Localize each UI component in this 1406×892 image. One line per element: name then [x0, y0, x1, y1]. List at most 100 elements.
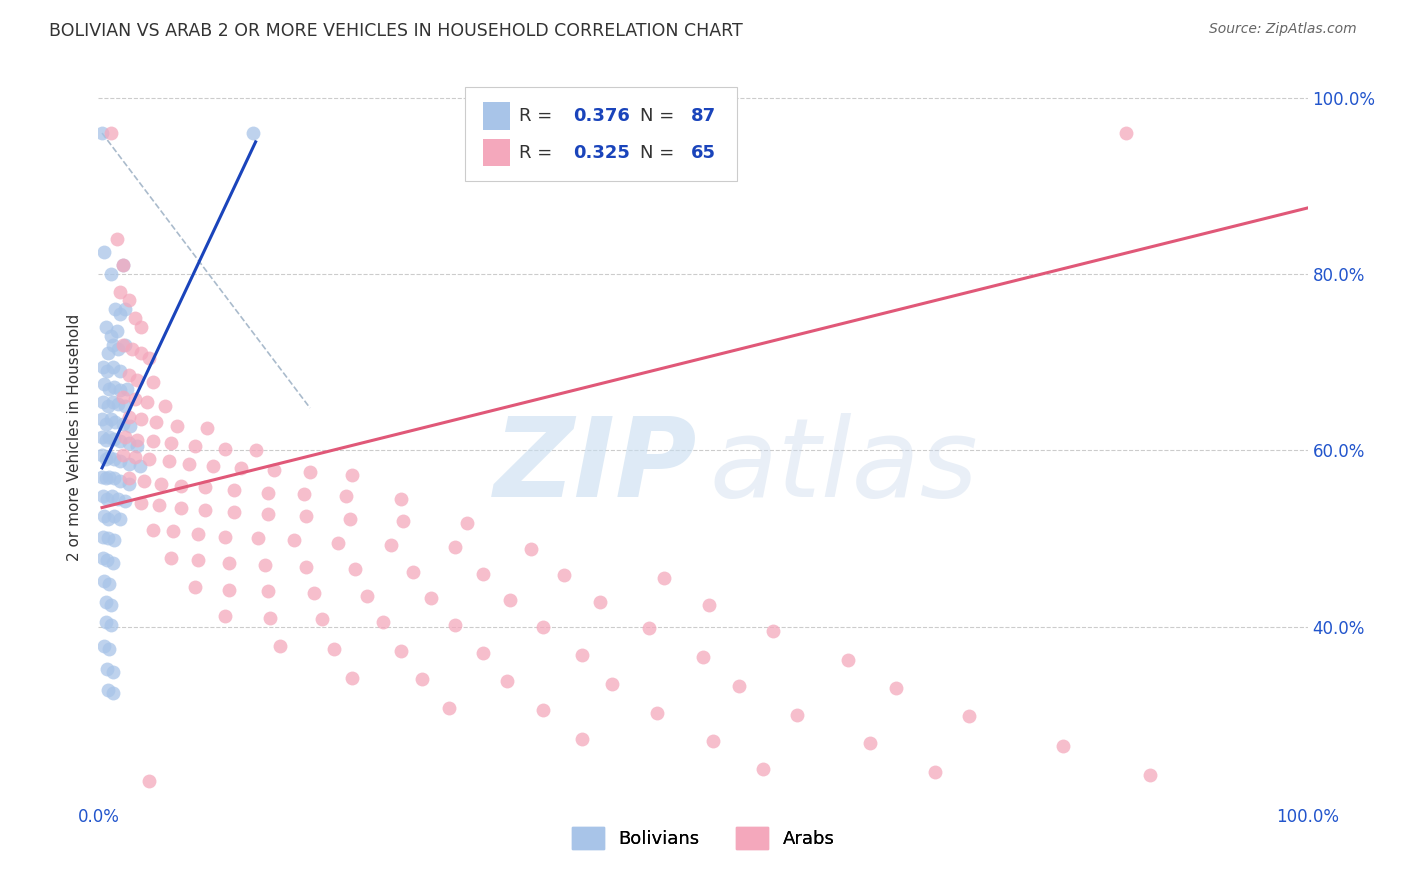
Point	[127, 439, 149, 453]
Point	[184, 439, 207, 453]
Point	[269, 639, 291, 653]
Point	[263, 463, 285, 477]
Point	[117, 382, 139, 396]
Point	[150, 476, 173, 491]
Point	[214, 530, 236, 544]
Point	[107, 491, 129, 506]
Point	[1052, 739, 1074, 753]
Text: Source: ZipAtlas.com: Source: ZipAtlas.com	[1209, 22, 1357, 37]
Point	[101, 359, 124, 374]
Text: N =: N =	[640, 107, 681, 125]
Point	[326, 536, 349, 550]
Point	[98, 450, 121, 465]
Point	[162, 524, 184, 539]
Point	[254, 558, 277, 572]
Bar	[482, 102, 509, 130]
Text: N =: N =	[640, 144, 681, 161]
Point	[118, 436, 141, 450]
Point	[342, 671, 364, 685]
Point	[295, 559, 318, 574]
Point	[187, 527, 209, 541]
Point	[496, 674, 519, 689]
Point	[100, 489, 122, 503]
Point	[148, 498, 170, 512]
Point	[127, 433, 149, 447]
Point	[202, 459, 225, 474]
Point	[98, 577, 121, 591]
Point	[111, 337, 134, 351]
Point	[242, 126, 264, 140]
Point	[637, 621, 659, 635]
Point	[339, 512, 361, 526]
Point	[127, 373, 149, 387]
Point	[97, 683, 120, 698]
Point	[145, 415, 167, 429]
Point	[752, 762, 775, 776]
Point	[111, 258, 134, 272]
Point	[108, 454, 131, 468]
Point	[214, 609, 236, 624]
Point	[97, 399, 120, 413]
Point	[114, 430, 136, 444]
Point	[531, 619, 554, 633]
Point	[169, 478, 191, 492]
Point	[160, 436, 183, 450]
Point	[194, 480, 217, 494]
Point	[108, 474, 131, 488]
Point	[129, 320, 152, 334]
Point	[104, 415, 127, 429]
Point	[859, 736, 882, 750]
Point	[471, 566, 494, 581]
Point	[91, 550, 114, 565]
Point	[98, 469, 121, 483]
Point	[142, 375, 165, 389]
Point	[103, 533, 125, 548]
Point	[108, 512, 131, 526]
Point	[107, 397, 129, 411]
Point	[645, 706, 668, 720]
Point	[97, 346, 120, 360]
Point	[114, 399, 136, 413]
Point	[589, 595, 612, 609]
Point	[571, 648, 593, 662]
Point	[187, 553, 209, 567]
Text: atlas: atlas	[709, 413, 977, 520]
Point	[93, 574, 115, 588]
Point	[283, 533, 305, 548]
Point	[702, 734, 724, 748]
Point	[389, 491, 412, 506]
Point	[94, 417, 117, 431]
Point	[762, 624, 785, 638]
Point	[444, 540, 467, 554]
Point	[138, 452, 160, 467]
FancyBboxPatch shape	[465, 87, 737, 181]
Text: BOLIVIAN VS ARAB 2 OR MORE VEHICLES IN HOUSEHOLD CORRELATION CHART: BOLIVIAN VS ARAB 2 OR MORE VEHICLES IN H…	[49, 22, 742, 40]
Point	[114, 302, 136, 317]
Point	[222, 483, 245, 497]
Point	[124, 450, 146, 465]
Point	[118, 293, 141, 308]
Point	[108, 307, 131, 321]
Text: 87: 87	[690, 107, 716, 125]
Point	[222, 505, 245, 519]
Point	[94, 595, 117, 609]
Point	[124, 311, 146, 326]
Point	[531, 703, 554, 717]
Point	[380, 539, 402, 553]
Point	[138, 773, 160, 788]
Point	[96, 553, 118, 567]
Text: ZIP: ZIP	[494, 413, 697, 520]
Point	[111, 417, 134, 431]
Point	[118, 368, 141, 383]
Point	[214, 442, 236, 456]
Point	[100, 598, 122, 612]
Point	[256, 507, 278, 521]
Point	[94, 615, 117, 629]
Text: 0.376: 0.376	[574, 107, 630, 125]
Point	[103, 509, 125, 524]
Point	[335, 489, 357, 503]
Point	[103, 432, 125, 446]
Point	[100, 267, 122, 281]
Point	[128, 459, 150, 474]
Point	[389, 644, 412, 658]
